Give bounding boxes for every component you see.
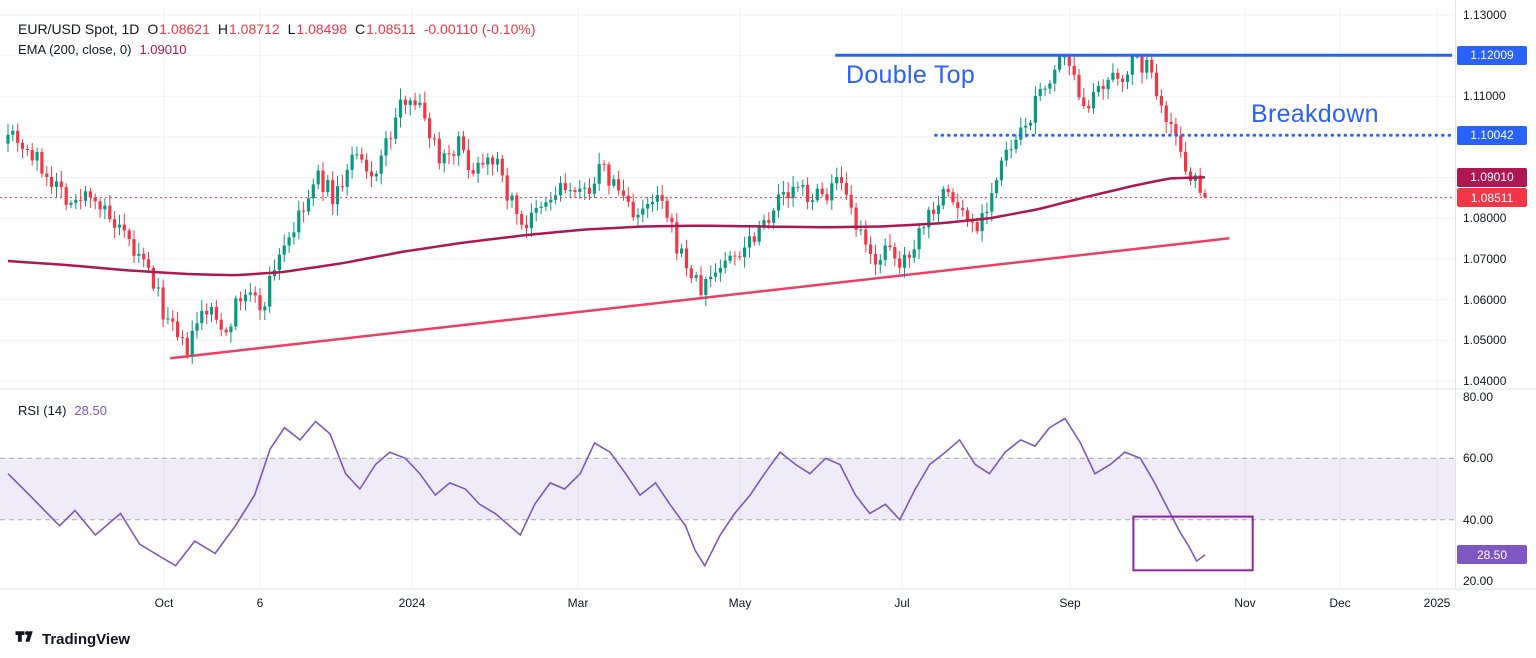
rsi-tick-label: 40.00: [1463, 512, 1494, 527]
price-badge: 1.12009: [1457, 45, 1527, 65]
time-tick-label: 6: [256, 596, 264, 610]
price-tick-label: 1.13000: [1463, 8, 1507, 22]
rsi-tick-label: 20.00: [1463, 574, 1494, 588]
price-badge: 1.10042: [1457, 125, 1527, 145]
price-tick-label: 1.06000: [1463, 292, 1507, 307]
rsi-highlight-box: [1132, 515, 1254, 572]
close-value: C 1.08511: [355, 21, 416, 37]
rsi-band: [0, 458, 1455, 520]
price-tick-label: 1.07000: [1463, 252, 1507, 266]
candlesticks: [6, 53, 1207, 364]
price-tick-label: 1.05000: [1463, 333, 1507, 348]
double-top-annotation[interactable]: Double Top: [846, 61, 976, 89]
tradingview-wordmark: TradingView: [42, 630, 131, 648]
price-tick-label: 1.11000: [1463, 89, 1506, 104]
time-tick-label: Mar: [567, 596, 589, 610]
rsi-value-badge: 28.50: [1457, 545, 1527, 565]
rsi-indicator-value: 28.50: [74, 403, 107, 418]
time-axis[interactable]: Oct 6 2024 Mar May Jul Sep Nov Dec 2025: [0, 590, 1455, 616]
time-tick-label: Sep: [1059, 596, 1081, 610]
ema-line: [7, 176, 1206, 277]
price-tick-label: 1.08000: [1463, 211, 1507, 226]
high-value: H 1.08712: [217, 21, 280, 37]
tradingview-attribution[interactable]: TradingView: [14, 626, 130, 652]
ema-legend[interactable]: EMA (200, close, 0) 1.09010: [18, 42, 186, 57]
price-badge: 1.08511: [1457, 188, 1527, 208]
low-value: L 1.08498: [287, 21, 348, 37]
open-value: O 1.08621: [147, 21, 210, 37]
symbol-title[interactable]: EUR/USD Spot, 1D: [18, 21, 140, 37]
ema-indicator-name: EMA (200, close, 0): [18, 42, 132, 57]
time-tick-label: Jul: [894, 596, 910, 610]
time-tick-label: 2025: [1423, 596, 1451, 610]
price-badge: 1.09010: [1457, 167, 1527, 187]
price-axis[interactable]: 1.13000 1.11000 1.08000 1.07000 1.06000 1.050…: [1456, 0, 1536, 589]
rsi-tick-label: 60.00: [1463, 451, 1494, 466]
change-value: -0.00110 (-0.10%): [423, 21, 536, 37]
price-tick-label: 1.04000: [1463, 374, 1507, 388]
rsi-indicator-name: RSI (14): [18, 403, 67, 418]
rsi-legend[interactable]: RSI (14) 28.50: [18, 403, 107, 418]
time-tick-label: May: [728, 596, 752, 610]
breakdown-annotation[interactable]: Breakdown: [1251, 100, 1379, 128]
rsi-tick-label: 80.00: [1463, 390, 1494, 404]
symbol-info-bar: EUR/USD Spot, 1D O 1.08621 H 1.08712 L 1.08…: [18, 21, 536, 37]
time-tick-label: 2024: [398, 596, 426, 610]
time-tick-label: Dec: [1329, 596, 1351, 610]
tradingview-logo-icon[interactable]: [14, 626, 35, 652]
ema-indicator-value: 1.09010: [139, 42, 187, 57]
trendline: [170, 237, 1230, 360]
time-tick-label: Oct: [154, 596, 174, 610]
time-tick-label: Nov: [1234, 596, 1256, 610]
rsi-line: [7, 417, 1206, 568]
